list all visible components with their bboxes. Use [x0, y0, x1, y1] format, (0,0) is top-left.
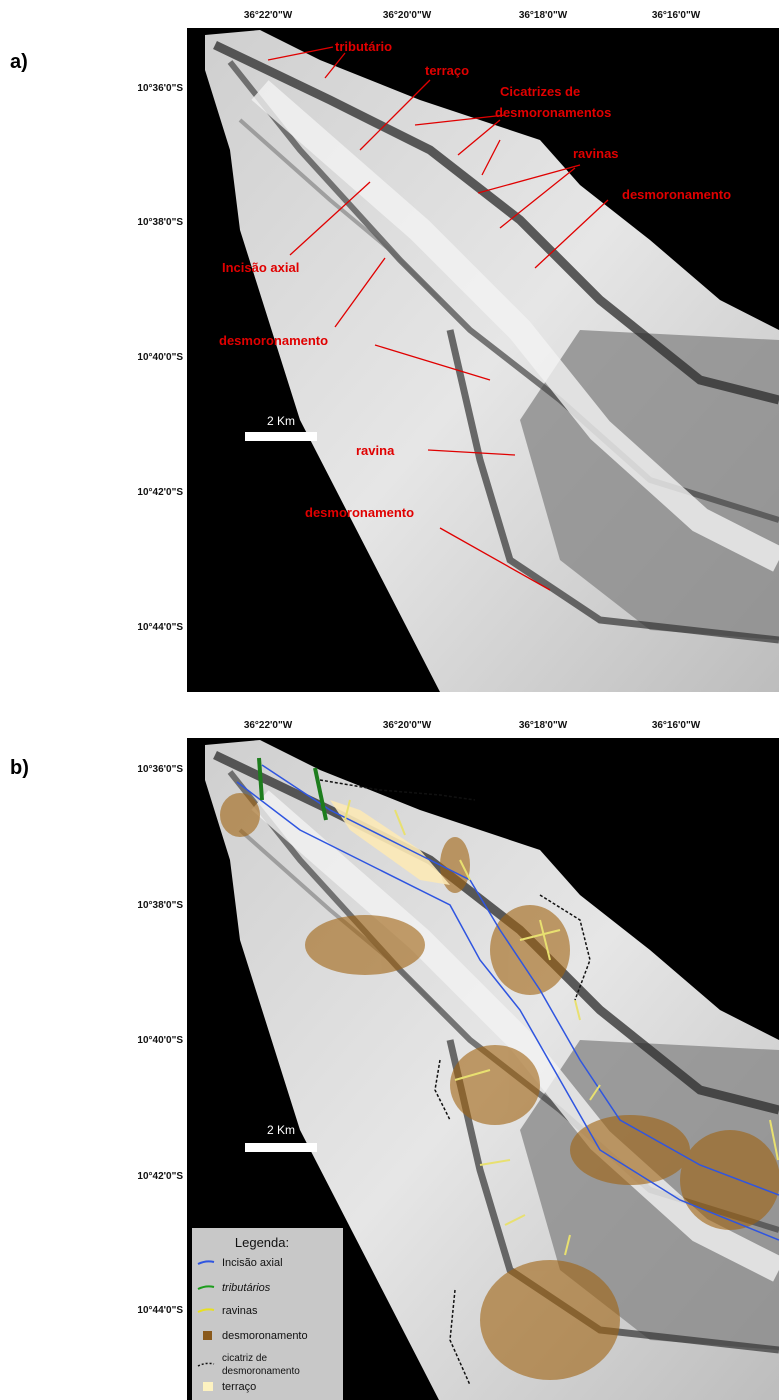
lon-label: 36°20'0"W: [383, 10, 432, 21]
annotation: desmoronamento: [219, 333, 328, 348]
legend-item: Incisão axial: [222, 1257, 283, 1269]
panel-a: a) 36°22'0"W 36°20'0"W 36°18'0"W 36°16'0…: [10, 10, 779, 692]
lat-label: 10°42'0"S: [137, 1171, 183, 1182]
scale-bar: [245, 432, 317, 441]
bathymetry-map: [187, 28, 779, 692]
lat-label: 10°36'0"S: [137, 764, 183, 775]
lon-label: 36°22'0"W: [244, 10, 293, 21]
panel-label: b): [10, 757, 29, 779]
lat-label: 10°42'0"S: [137, 487, 183, 498]
annotation: Incisão axial: [222, 260, 299, 275]
scale-bar: [245, 1143, 317, 1152]
annotation: Cicatrizes de: [500, 84, 580, 99]
lat-label: 10°38'0"S: [137, 900, 183, 911]
lon-label: 36°16'0"W: [652, 10, 701, 21]
annotation: ravina: [356, 443, 395, 458]
legend-item: terraço: [222, 1381, 256, 1393]
annotation: ravinas: [573, 146, 619, 161]
scale-label: 2 Km: [267, 414, 295, 428]
legend-item: tributários: [222, 1282, 271, 1294]
lon-label: 36°18'0"W: [519, 10, 568, 21]
lon-label: 36°18'0"W: [519, 720, 568, 731]
legend-item: desmoronamento: [222, 1366, 300, 1377]
scale-label: 2 Km: [267, 1123, 295, 1137]
legend: Legenda: Incisão axial tributários ravin…: [192, 1228, 343, 1400]
figure: a) 36°22'0"W 36°20'0"W 36°18'0"W 36°16'0…: [0, 0, 779, 1400]
lon-label: 36°22'0"W: [244, 720, 293, 731]
lat-label: 10°44'0"S: [137, 622, 183, 633]
legend-item: cicatriz de: [222, 1353, 267, 1364]
annotation: desmoronamento: [305, 505, 414, 520]
lon-label: 36°20'0"W: [383, 720, 432, 731]
lat-label: 10°38'0"S: [137, 217, 183, 228]
lat-label: 10°40'0"S: [137, 1035, 183, 1046]
panel-b: b) 36°22'0"W 36°20'0"W 36°18'0"W 36°16'0…: [10, 720, 779, 1400]
annotation: desmoronamento: [622, 187, 731, 202]
lat-label: 10°44'0"S: [137, 1305, 183, 1316]
annotation: terraço: [425, 63, 469, 78]
panel-label: a): [10, 51, 28, 73]
annotation: tributário: [335, 39, 392, 54]
lon-label: 36°16'0"W: [652, 720, 701, 731]
legend-title: Legenda:: [235, 1235, 289, 1250]
annotation: desmoronamentos: [495, 105, 611, 120]
legend-item: ravinas: [222, 1305, 258, 1317]
lat-label: 10°40'0"S: [137, 352, 183, 363]
legend-item: desmoronamento: [222, 1330, 308, 1342]
lat-label: 10°36'0"S: [137, 83, 183, 94]
